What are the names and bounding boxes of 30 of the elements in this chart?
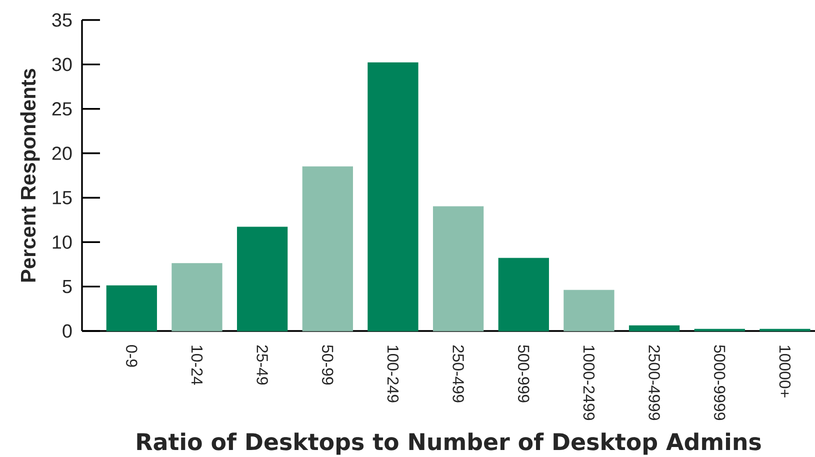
bar [302, 166, 353, 332]
y-tick-label: 30 [52, 58, 72, 72]
y-tick-label: 10 [52, 235, 72, 249]
bar [106, 285, 157, 332]
x-tick-label: 10000+ [779, 346, 791, 398]
y-tick-label: 25 [52, 102, 72, 116]
x-tick-label: 0-9 [126, 345, 138, 367]
bar [368, 62, 418, 332]
x-tick-label: 50-99 [322, 345, 334, 385]
x-tick-label: 5000-9999 [714, 345, 726, 420]
bar [564, 290, 614, 332]
bar [432, 206, 484, 332]
x-tick-label: 500-999 [518, 345, 530, 402]
bar [236, 226, 288, 332]
x-tick-label: 10-24 [191, 346, 203, 385]
y-tick-label: 0 [62, 324, 72, 338]
x-axis-title: Ratio of Desktops to Number of Desktop Admins [137, 432, 761, 455]
bar [628, 325, 680, 332]
x-tick-label: 100-249 [387, 346, 399, 402]
x-tick-label: 1000-2499 [583, 346, 595, 420]
y-axis-title: Percent Respondents [20, 68, 40, 282]
y-tick-label: 20 [52, 146, 72, 160]
y-tick-label: 5 [62, 280, 72, 294]
y-tick-label: 15 [52, 191, 72, 204]
x-tick-label: 250-499 [452, 345, 464, 402]
bar [498, 258, 549, 332]
bar [172, 263, 222, 332]
y-tick-label: 35 [52, 13, 72, 27]
x-tick-label: 25-49 [256, 345, 268, 385]
x-tick-label: 2500-4999 [648, 345, 660, 420]
